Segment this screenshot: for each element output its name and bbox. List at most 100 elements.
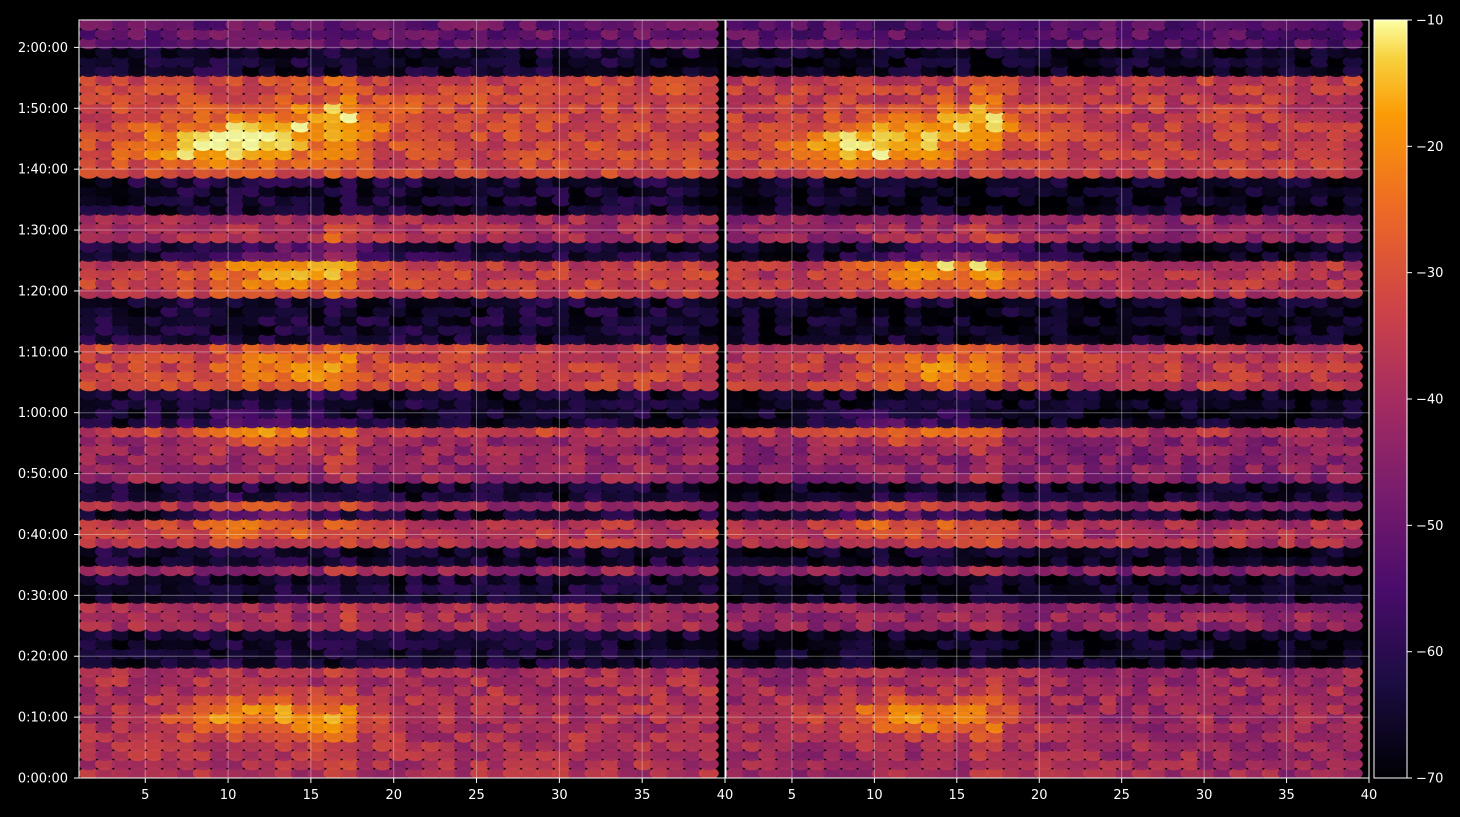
- right-heat-cell: [1050, 582, 1071, 595]
- right-heat-cell: [1066, 711, 1087, 725]
- left-heat-cell: [290, 258, 311, 272]
- left-heat-cell: [372, 637, 393, 651]
- left-heat-cell: [617, 499, 638, 512]
- left-heat-cell: [290, 582, 311, 595]
- right-heat-cell: [1082, 443, 1104, 456]
- left-heat-cell: [568, 674, 589, 688]
- left-heat-cell: [339, 684, 360, 697]
- right-heat-cell: [1082, 665, 1104, 678]
- left-heat-cell: [307, 656, 328, 669]
- left-heat-cell: [356, 20, 377, 31]
- left-heat-cell: [143, 277, 165, 290]
- left-heat-cell: [502, 27, 523, 41]
- left-heat-cell: [519, 684, 540, 697]
- right-heat-cell: [985, 656, 1006, 669]
- right-heat-cell: [741, 397, 763, 410]
- right-heat-cell: [1082, 610, 1104, 623]
- right-heat-cell: [1115, 684, 1136, 697]
- right-heat-cell: [741, 647, 763, 660]
- left-heat-cell: [160, 360, 181, 373]
- left-heat-cell: [388, 332, 409, 346]
- right-heat-cell: [741, 545, 763, 558]
- left-heat-cell: [666, 92, 687, 105]
- left-heat-cell: [95, 443, 116, 456]
- left-heat-cell: [241, 323, 262, 336]
- right-heat-cell: [790, 452, 811, 466]
- left-heat-cell: [519, 194, 540, 207]
- left-heat-cell: [470, 360, 491, 373]
- left-heat-cell: [453, 184, 475, 198]
- right-heat-cell: [823, 711, 844, 725]
- right-heat-cell: [1099, 480, 1120, 493]
- left-heat-cell: [453, 656, 475, 669]
- right-heat-cell: [726, 526, 746, 540]
- left-heat-cell: [95, 674, 116, 688]
- left-heat-cell: [698, 563, 719, 577]
- right-heat-cell: [1115, 591, 1136, 604]
- right-heat-cell: [969, 757, 990, 771]
- left-heat-cell: [502, 397, 523, 410]
- right-heat-cell: [969, 443, 990, 456]
- left-heat-cell: [666, 489, 687, 503]
- right-heat-cell: [904, 647, 925, 660]
- left-heat-cell: [356, 425, 377, 438]
- left-heat-cell: [551, 499, 573, 512]
- right-heat-cell: [1115, 536, 1136, 549]
- left-heat-cell: [502, 332, 523, 346]
- left-heat-cell: [372, 323, 393, 336]
- right-heat-cell: [904, 369, 925, 383]
- left-heat-cell: [486, 674, 507, 688]
- left-heat-cell: [633, 517, 654, 530]
- left-heat-cell: [160, 637, 181, 651]
- left-heat-cell: [421, 203, 442, 216]
- left-heat-cell: [307, 110, 328, 124]
- left-heat-cell: [535, 268, 556, 281]
- left-heat-cell: [453, 443, 475, 456]
- left-heat-cell: [388, 637, 409, 651]
- left-heat-cell: [405, 166, 426, 179]
- left-heat-cell: [307, 730, 328, 743]
- right-heat-cell: [1115, 499, 1136, 512]
- left-heat-cell: [600, 258, 621, 272]
- right-heat-cell: [904, 388, 925, 401]
- left-heat-cell: [682, 286, 703, 299]
- left-heat-cell: [551, 83, 573, 96]
- left-heat-cell: [535, 757, 556, 771]
- right-heat-cell: [1050, 647, 1071, 660]
- left-heat-cell: [339, 268, 360, 281]
- left-heat-cell: [649, 157, 670, 170]
- left-heat-cell: [682, 147, 703, 161]
- right-heat-cell: [1066, 684, 1087, 697]
- left-heat-cell: [617, 342, 638, 355]
- left-heat-cell: [127, 258, 148, 272]
- left-heat-cell: [323, 351, 344, 364]
- left-heat-cell: [617, 462, 638, 475]
- right-heat-cell: [790, 730, 811, 743]
- left-heat-cell: [241, 286, 262, 299]
- right-heat-cell: [936, 388, 957, 401]
- left-heat-cell: [79, 702, 99, 715]
- left-heat-cell: [437, 157, 458, 170]
- left-heat-cell: [356, 249, 377, 262]
- left-heat-cell: [356, 110, 377, 124]
- right-heat-cell: [1147, 739, 1168, 752]
- left-heat-cell: [241, 36, 262, 50]
- right-heat-cell: [1099, 462, 1120, 475]
- left-heat-cell: [258, 415, 279, 429]
- left-heat-cell: [388, 628, 409, 641]
- left-heat-cell: [356, 637, 377, 651]
- right-heat-cell: [920, 425, 941, 438]
- right-heat-cell: [1294, 443, 1315, 456]
- left-heat-cell: [453, 212, 475, 225]
- right-heat-cell: [1294, 600, 1315, 614]
- left-heat-cell: [421, 721, 442, 734]
- left-heat-cell: [111, 129, 132, 142]
- left-heat-cell: [519, 628, 540, 641]
- right-heat-cell: [1245, 628, 1266, 641]
- left-heat-cell: [307, 305, 328, 318]
- left-heat-cell: [649, 314, 670, 327]
- left-heat-cell: [176, 665, 197, 678]
- right-heat-cell: [1245, 610, 1266, 623]
- right-heat-cell: [985, 545, 1006, 558]
- left-heat-cell: [600, 240, 621, 253]
